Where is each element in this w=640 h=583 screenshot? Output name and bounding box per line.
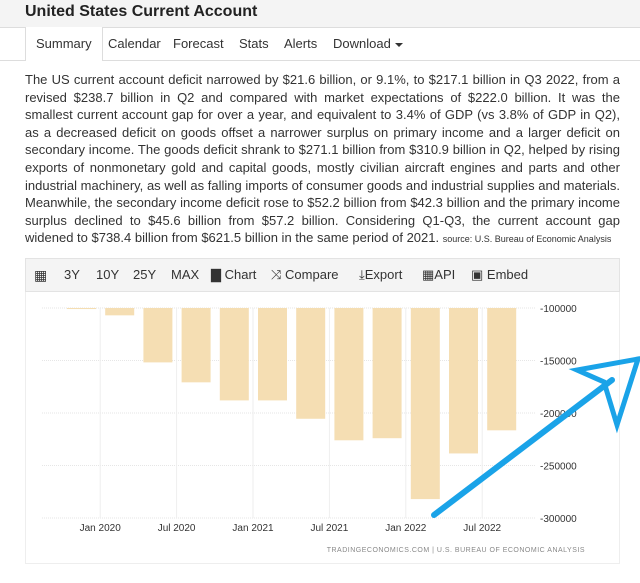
tab-summary[interactable]: Summary [25,27,103,61]
api-label: API [434,267,456,282]
range-25y-button[interactable]: 25Y [133,267,157,282]
y-tick-label: -300000 [540,514,577,525]
range-3y-button[interactable]: 3Y [64,267,80,282]
bar-q3-2021[interactable] [334,308,364,441]
compare-label: Compare [285,267,339,282]
chart-toolbar: ▦ 3Y 10Y 25Y MAX ▇ Chart ⤨ Compare ⤓Expo… [25,258,620,292]
bar-q1-2020[interactable] [105,308,135,316]
bar-q1-2022[interactable] [410,308,440,500]
tab-stats[interactable]: Stats [239,36,269,51]
bar-q4-2019[interactable] [67,308,96,310]
export-button[interactable]: ⤓Export [359,259,402,291]
page-title: United States Current Account [25,3,258,20]
tab-bar: Summary Calendar Forecast Stats Alerts D… [0,27,640,61]
x-tick-label: Jan 2022 [385,523,427,534]
bar-q4-2021[interactable] [372,308,402,439]
bar-q3-2020[interactable] [181,308,211,383]
chart-button[interactable]: ▇ Chart [211,259,256,291]
bar-q3-2022[interactable] [487,308,517,431]
export-label: Export [364,267,403,282]
image-icon: ▣ [471,267,484,282]
embed-label: Embed [486,267,529,282]
summary-body: The US current account deficit narrowed … [25,72,620,246]
tab-alerts[interactable]: Alerts [284,36,318,51]
bar-chart-icon: ▇ [211,267,221,282]
download-icon: ⤓ [359,267,365,282]
y-tick-label: -150000 [540,357,577,368]
embed-button[interactable]: ▣ Embed [471,259,528,291]
shuffle-icon: ⤨ [271,267,282,282]
bar-q1-2021[interactable] [258,308,287,401]
x-tick-label: Jan 2021 [232,523,274,534]
tab-download[interactable]: Download [333,27,403,60]
x-tick-label: Jul 2020 [158,523,196,534]
tab-calendar[interactable]: Calendar [108,36,161,51]
arrow-shaft [431,377,615,518]
caret-down-icon [394,42,403,47]
range-max-button[interactable]: MAX [171,267,200,282]
bar-q4-2020[interactable] [219,308,249,401]
x-tick-label: Jul 2022 [463,523,501,534]
x-tick-label: Jan 2020 [80,523,122,534]
y-tick-label: -200000 [540,409,577,420]
y-tick-label: -100000 [540,304,577,315]
calendar-icon[interactable]: ▦ [34,267,48,283]
download-label: Download [333,36,391,51]
chart-frame [25,292,620,564]
x-tick-label: Jul 2021 [310,523,348,534]
api-button[interactable]: ▦API [422,259,455,291]
grid-icon: ▦ [422,267,435,282]
bar-q2-2022[interactable] [449,308,478,454]
y-tick-label: -250000 [540,462,577,473]
arrow-head-icon [568,356,640,434]
compare-button[interactable]: ⤨ Compare [271,259,339,291]
range-10y-button[interactable]: 10Y [96,267,120,282]
chart-label: Chart [224,267,257,282]
arrow-annotation [431,356,640,518]
bar-q2-2020[interactable] [143,308,173,363]
source-note: source: U.S. Bureau of Economic Analysis [442,234,612,245]
title-bar: United States Current Account [0,0,640,28]
chart-credit: TRADINGECONOMICS.COM | U.S. BUREAU OF EC… [327,547,585,554]
summary-text: The US current account deficit narrowed … [25,71,620,249]
tab-forecast[interactable]: Forecast [173,36,224,51]
bar-q2-2021[interactable] [296,308,326,419]
